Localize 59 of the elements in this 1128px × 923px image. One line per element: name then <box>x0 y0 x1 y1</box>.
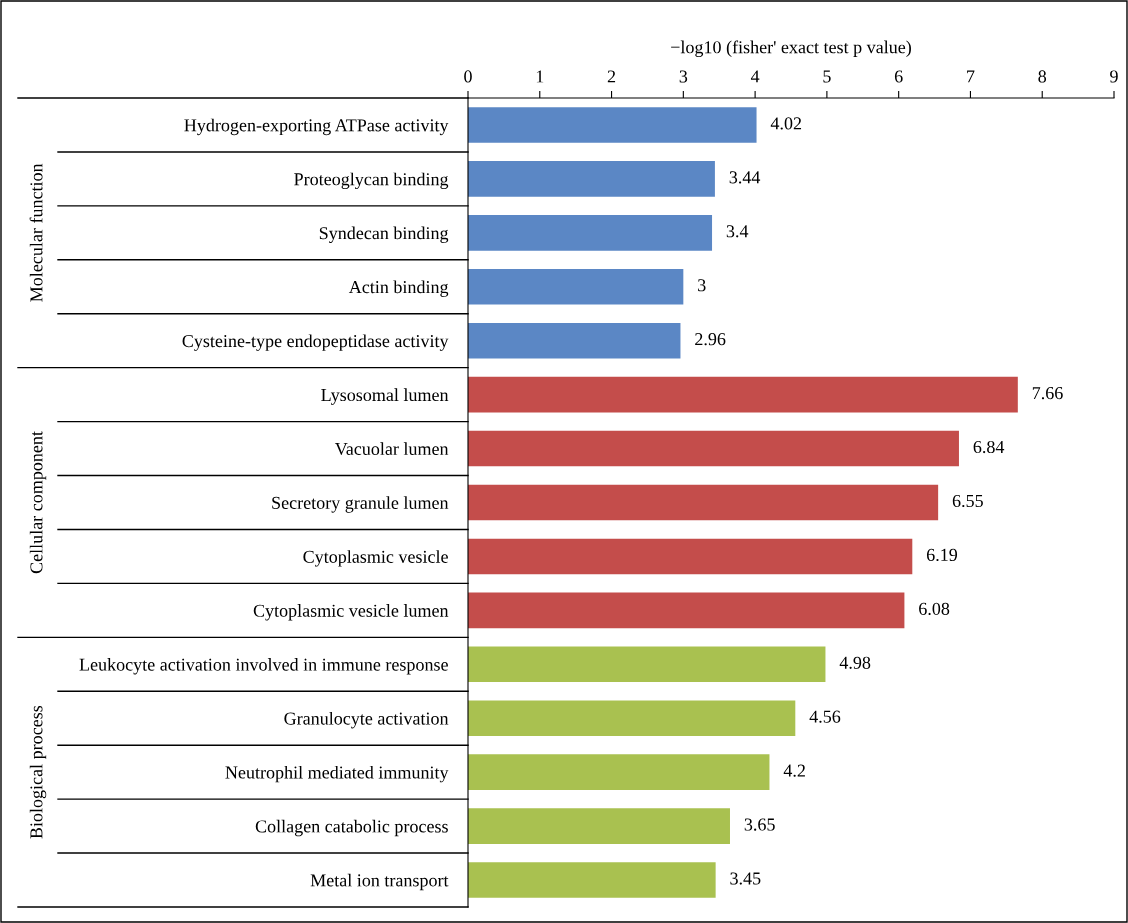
text: Cellular component <box>29 431 47 574</box>
data-label: 6.55 <box>952 494 983 508</box>
y-tick-label: Leukocyte activation involved in immune response <box>79 658 448 675</box>
x-tick-label: 1 <box>536 70 544 83</box>
y-tick-label: Syndecan binding <box>319 226 449 243</box>
x-tick-label: 0 <box>464 70 472 83</box>
data-label: 4.02 <box>770 117 802 130</box>
y-tick-label: Cysteine-type endopeptidase activity <box>182 334 449 351</box>
data-label: 4.98 <box>839 656 871 669</box>
y-tick-label: Collagen catabolic process <box>255 819 448 837</box>
x-tick-label: 9 <box>1110 70 1118 83</box>
bar <box>468 808 730 844</box>
x-tick-label: 3 <box>679 70 688 83</box>
bar <box>468 268 684 305</box>
bar <box>468 646 826 683</box>
bar <box>468 430 959 467</box>
x-tick-label: 7 <box>967 70 975 83</box>
bar <box>468 754 770 790</box>
data-label: 3.65 <box>744 818 775 831</box>
y-tick-label: Metal ion transport <box>310 873 449 891</box>
bar <box>468 215 713 251</box>
data-label: 6.84 <box>973 440 1005 454</box>
y-tick-label: Cytoplasmic vesicle <box>303 550 448 567</box>
x-tick-label: 6 <box>894 70 903 83</box>
data-label: 6.08 <box>919 602 950 615</box>
bar <box>468 322 681 359</box>
y-tick-label: Actin binding <box>348 280 449 297</box>
bar <box>468 700 796 737</box>
data-label: 3.44 <box>729 171 761 184</box>
data-label: 4.56 <box>809 710 841 723</box>
bar <box>468 862 716 898</box>
y-tick-label: Hydrogen-exporting ATPase activity <box>184 118 449 136</box>
x-tick-label: 8 <box>1038 70 1047 83</box>
data-label: 2.96 <box>695 333 726 346</box>
bar <box>468 161 715 197</box>
y-tick-label: Lysosomal lumen <box>321 388 449 405</box>
bar <box>468 538 913 575</box>
y-tick-label: Neutrophil mediated immunity <box>225 765 449 783</box>
data-label: 3.4 <box>726 225 749 238</box>
text: Biological process <box>29 705 47 839</box>
y-tick-label: Granulocyte activation <box>284 711 449 729</box>
x-tick-label: 2 <box>607 70 616 83</box>
data-label: 3 <box>698 279 706 292</box>
data-label: 3.45 <box>730 872 761 885</box>
y-tick-label: Vacuolar lumen <box>334 442 449 456</box>
bar <box>468 484 939 521</box>
text: Molecular function <box>29 163 43 302</box>
bar <box>468 592 905 629</box>
x-axis-title: −log10 (fisher' exact test p value) <box>671 40 911 58</box>
data-label: 4.2 <box>783 764 805 777</box>
y-tick-label: Cytoplasmic vesicle lumen <box>253 604 449 621</box>
data-label: 6.19 <box>926 548 958 562</box>
y-tick-label: Secretory granule lumen <box>272 496 449 513</box>
bar <box>468 107 757 143</box>
x-tick-label: 4 <box>750 70 760 83</box>
data-label: 7.66 <box>1032 387 1063 400</box>
bar <box>468 376 1018 413</box>
x-tick-label: 5 <box>823 70 831 83</box>
y-tick-label: Proteoglycan binding <box>294 172 449 190</box>
